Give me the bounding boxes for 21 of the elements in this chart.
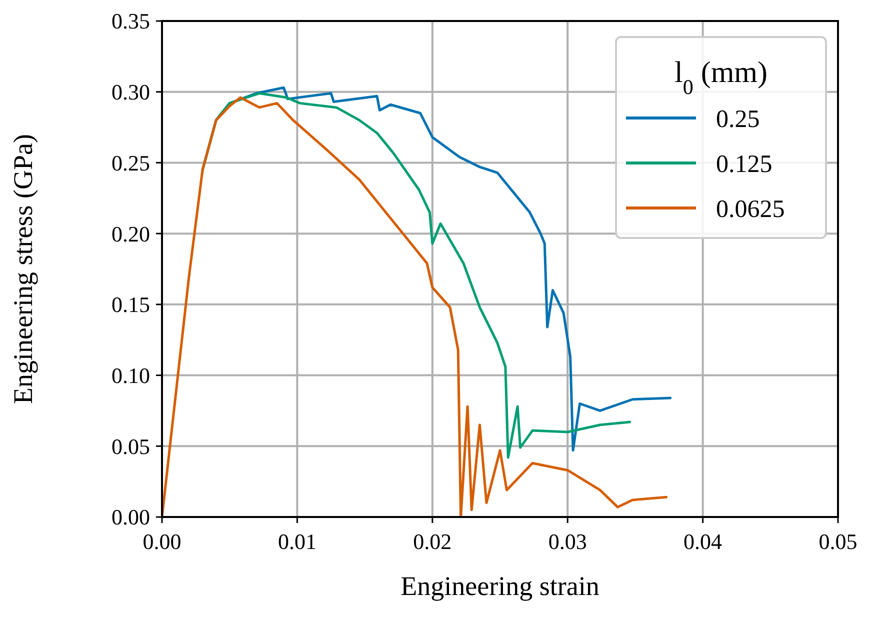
x-tick-label: 0.01 xyxy=(278,529,316,554)
x-tick-label: 0.04 xyxy=(684,529,722,554)
legend-label: 0.125 xyxy=(716,150,772,178)
y-tick-label: 0.15 xyxy=(112,292,150,318)
y-axis-title: Engineering stress (GPa) xyxy=(8,134,38,404)
x-axis-title: Engineering strain xyxy=(400,571,600,601)
x-tick-label: 0.03 xyxy=(548,529,587,554)
x-tick-label: 0.05 xyxy=(818,529,858,554)
y-tick-label: 0.10 xyxy=(112,362,150,388)
line-series xyxy=(162,96,668,517)
y-tick-label: 0.05 xyxy=(112,434,150,459)
y-tick-label: 0.30 xyxy=(112,80,150,105)
y-tick-label: 0.35 xyxy=(112,8,150,34)
x-tick-label: 0.00 xyxy=(142,529,182,554)
legend-title: l$_{0}$ (mm) xyxy=(674,56,768,99)
y-tick-label: 0.20 xyxy=(112,221,150,246)
legend-label: 0.25 xyxy=(716,106,760,133)
y-tick-label: 0.25 xyxy=(112,150,150,176)
y-tick-label: 0.00 xyxy=(112,504,150,530)
legend-label: 0.0625 xyxy=(716,196,785,223)
x-tick-label: 0.02 xyxy=(413,529,452,554)
